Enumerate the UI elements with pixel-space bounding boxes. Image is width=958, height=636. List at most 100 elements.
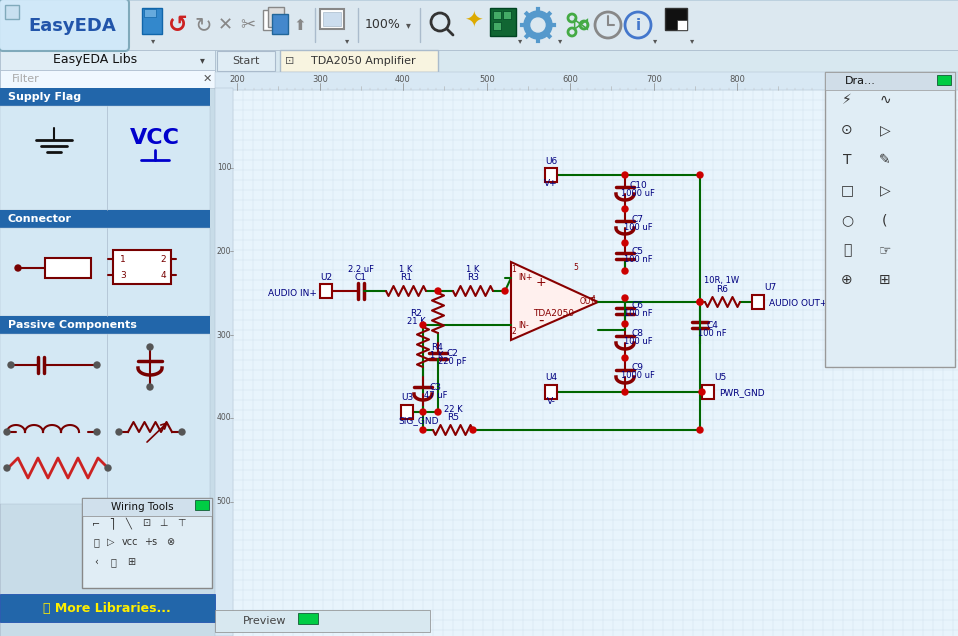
Text: 500: 500 [217, 497, 231, 506]
Text: 100 nF: 100 nF [697, 329, 726, 338]
Text: i: i [635, 18, 641, 34]
Bar [0, 316, 210, 334]
Text: ▾: ▾ [518, 36, 522, 46]
FancyBboxPatch shape [0, 0, 129, 51]
Text: 3: 3 [120, 270, 125, 279]
Bar [144, 9, 156, 17]
Bar [298, 613, 318, 624]
Bar [215, 50, 958, 636]
Circle shape [699, 389, 705, 395]
Text: +: + [536, 277, 546, 289]
Text: 100%: 100% [365, 18, 401, 32]
Bar [677, 20, 687, 30]
Text: U6: U6 [545, 156, 558, 165]
Circle shape [622, 268, 628, 274]
Text: ⊤: ⊤ [176, 518, 185, 528]
Circle shape [502, 288, 508, 294]
Text: U7: U7 [764, 284, 776, 293]
Circle shape [147, 344, 153, 350]
Text: U2: U2 [320, 272, 332, 282]
Text: ⎤: ⎤ [109, 517, 114, 529]
Text: 22 K: 22 K [444, 404, 463, 413]
Text: C8: C8 [632, 329, 644, 338]
Text: 100: 100 [217, 163, 231, 172]
Bar [0, 334, 210, 504]
Text: C3: C3 [430, 382, 442, 392]
Bar [937, 75, 951, 85]
Circle shape [697, 427, 703, 433]
Text: ⌐: ⌐ [92, 518, 100, 528]
Bar [545, 168, 557, 182]
Bar [272, 14, 288, 34]
Bar [263, 10, 279, 30]
Circle shape [622, 295, 628, 301]
Bar [490, 8, 516, 36]
Bar [195, 500, 209, 510]
Text: C4: C4 [706, 321, 718, 329]
Text: ⊗: ⊗ [166, 537, 174, 547]
Bar [5, 5, 19, 19]
Text: 2: 2 [512, 328, 516, 336]
Text: EasyEDA Libs: EasyEDA Libs [53, 53, 137, 67]
Text: 200: 200 [229, 76, 245, 85]
Text: 300: 300 [217, 331, 231, 340]
Circle shape [697, 172, 703, 178]
Text: ▷: ▷ [879, 123, 890, 137]
Bar [215, 88, 233, 636]
Text: □: □ [840, 183, 854, 197]
Text: ∿: ∿ [879, 93, 891, 107]
Text: 1: 1 [512, 265, 516, 275]
Text: ▾: ▾ [345, 36, 349, 46]
Text: 1 K: 1 K [399, 265, 413, 275]
Text: C2: C2 [446, 349, 458, 357]
Bar [665, 8, 687, 30]
Bar [82, 498, 212, 588]
Circle shape [622, 355, 628, 361]
Text: SIG_GND: SIG_GND [398, 417, 439, 425]
Bar [142, 8, 162, 34]
Bar [215, 50, 958, 72]
Text: PWR_GND: PWR_GND [719, 389, 764, 398]
Text: C10: C10 [629, 181, 647, 190]
Text: ✂: ✂ [240, 16, 256, 34]
Text: C7: C7 [632, 214, 644, 223]
Bar [215, 72, 958, 90]
Text: U4: U4 [545, 373, 557, 382]
Text: (: ( [882, 213, 888, 227]
Bar [545, 385, 557, 399]
Text: R2: R2 [410, 308, 422, 317]
Text: Supply Flag: Supply Flag [8, 92, 81, 102]
Circle shape [420, 427, 426, 433]
Circle shape [8, 362, 14, 368]
Bar [0, 70, 215, 88]
Circle shape [435, 288, 441, 294]
Text: 1: 1 [120, 254, 125, 263]
Bar [215, 610, 430, 632]
Text: ‹: ‹ [94, 557, 98, 567]
Circle shape [147, 384, 153, 390]
Text: ▾: ▾ [199, 55, 204, 65]
Text: ⋈: ⋈ [571, 16, 589, 34]
Text: 100 nF: 100 nF [624, 310, 652, 319]
Text: R6: R6 [716, 284, 728, 293]
Text: IN+: IN+ [518, 273, 533, 282]
Bar [323, 12, 341, 26]
Text: 1 K: 1 K [430, 350, 444, 359]
Text: 1000 uF: 1000 uF [621, 371, 655, 380]
Text: ✦: ✦ [464, 12, 482, 32]
Text: ⊕: ⊕ [841, 273, 853, 287]
Text: 100 uF: 100 uF [624, 223, 652, 232]
Text: EasyEDA: EasyEDA [28, 17, 116, 35]
Text: 500: 500 [479, 76, 495, 85]
Bar [493, 11, 501, 19]
Text: R4: R4 [431, 343, 443, 352]
Polygon shape [511, 262, 598, 340]
Text: ↻: ↻ [194, 15, 212, 35]
Text: OUT: OUT [580, 298, 596, 307]
Text: V+: V+ [544, 179, 558, 188]
Circle shape [622, 389, 628, 395]
Text: ✕: ✕ [202, 74, 212, 84]
Text: ▾: ▾ [150, 36, 155, 46]
Text: ▷: ▷ [879, 183, 890, 197]
Text: 100 uF: 100 uF [624, 338, 652, 347]
